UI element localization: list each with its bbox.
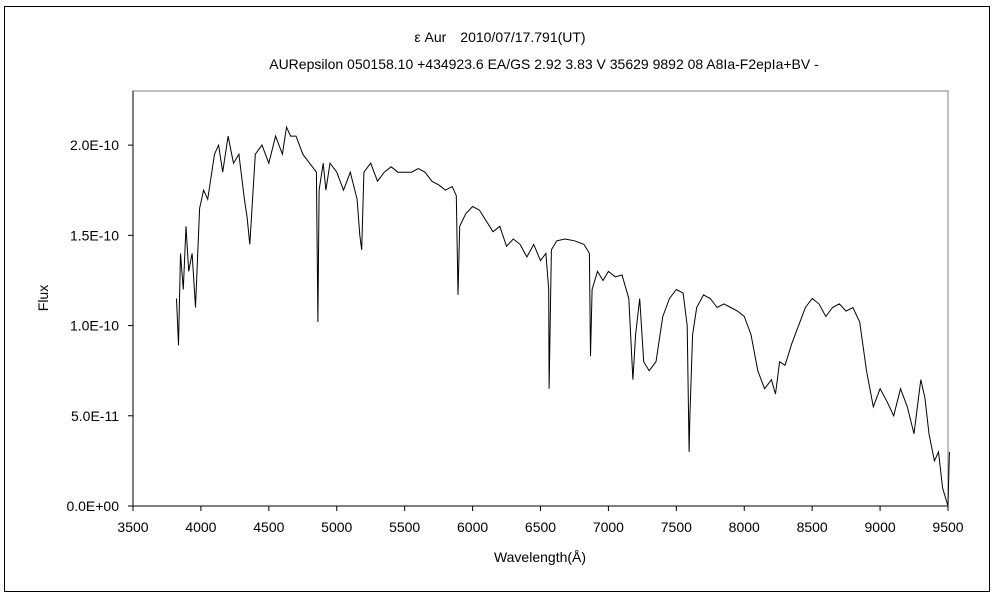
- y-tick-label: 5.0E-11: [71, 408, 119, 424]
- x-tick-label: 9500: [932, 519, 963, 535]
- y-tick-label: 0.0E+00: [66, 498, 119, 514]
- x-tick-label: 8500: [797, 519, 828, 535]
- y-axis-label: Flux: [35, 285, 51, 311]
- chart-subtitle: AURepsilon 050158.10 +434923.6 EA/GS 2.9…: [269, 56, 819, 72]
- x-tick-label: 9000: [865, 519, 896, 535]
- x-tick-label: 5500: [389, 519, 420, 535]
- y-tick-label: 1.5E-10: [70, 227, 119, 243]
- x-tick-label: 6500: [525, 519, 556, 535]
- x-tick-label: 8000: [729, 519, 760, 535]
- x-tick-label: 4500: [253, 519, 284, 535]
- x-tick-label: 4000: [185, 519, 216, 535]
- x-tick-label: 3500: [117, 519, 148, 535]
- x-axis-label: Wavelength(Å): [494, 549, 586, 565]
- x-tick-label: 5000: [321, 519, 352, 535]
- spectrum-series-line: [176, 125, 950, 507]
- y-tick-label: 1.0E-10: [70, 318, 119, 334]
- chart-frame: [4, 6, 990, 592]
- x-tick-label: 7500: [661, 519, 692, 535]
- chart-title: ε Aur 2010/07/17.791(UT): [414, 29, 586, 45]
- y-tick-label: 2.0E-10: [70, 137, 119, 153]
- plot-area: [132, 90, 949, 507]
- x-tick-label: 6000: [457, 519, 488, 535]
- x-tick-label: 7000: [593, 519, 624, 535]
